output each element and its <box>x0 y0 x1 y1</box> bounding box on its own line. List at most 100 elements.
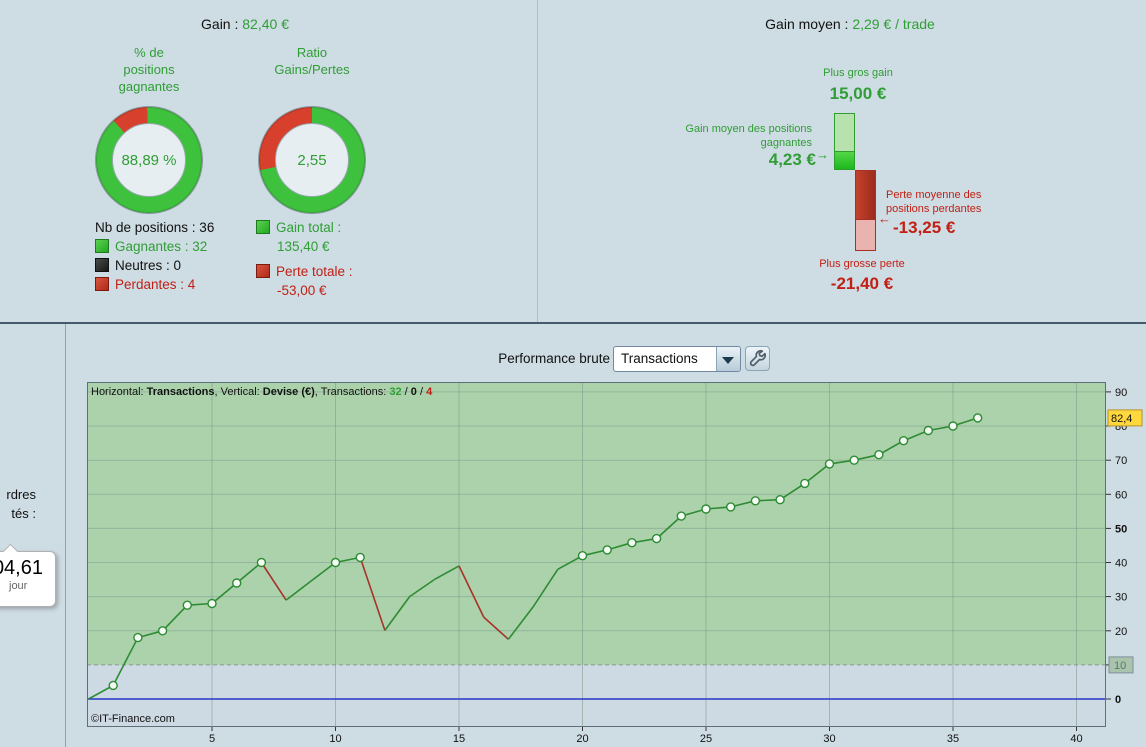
arrow-right-icon: → <box>816 147 829 162</box>
avg-gain-label: Gain moyen des positions gagnantes <box>685 123 812 149</box>
data-point <box>182 600 193 610</box>
bottom-left-divider <box>65 324 66 747</box>
data-point <box>775 494 785 505</box>
svg-text:40: 40 <box>1070 733 1082 745</box>
biggest-gain-label: Plus gros gain <box>823 67 893 79</box>
svg-text:0: 0 <box>1115 694 1121 706</box>
clipped-left-text: rdres tés : <box>6 487 36 521</box>
dark-swatch-icon <box>95 258 109 272</box>
equity-segment <box>359 557 386 631</box>
equity-segment <box>260 562 287 601</box>
data-point <box>157 626 168 636</box>
data-point <box>849 455 859 465</box>
data-point <box>898 436 909 446</box>
callout-unit: jour <box>9 580 28 592</box>
data-point <box>874 449 884 460</box>
equity-segment <box>483 616 509 640</box>
donut-win-pct: 88,89 % <box>96 107 202 213</box>
svg-text:10: 10 <box>329 733 341 745</box>
svg-text:70: 70 <box>1115 455 1127 467</box>
equity-segment <box>532 568 559 608</box>
svg-text:25: 25 <box>700 733 712 745</box>
svg-text:82,4: 82,4 <box>1111 413 1132 425</box>
biggest-gain-value: 15,00 € <box>829 84 887 103</box>
data-point <box>627 537 637 548</box>
svg-text:35: 35 <box>947 733 959 745</box>
svg-text:60: 60 <box>1115 489 1127 501</box>
equity-segment <box>656 515 682 540</box>
donut-ratio-value: 2,55 <box>275 123 349 197</box>
chart-settings-button[interactable] <box>745 346 770 371</box>
equity-segment <box>310 561 336 582</box>
data-point <box>750 496 761 506</box>
svg-text:30: 30 <box>823 733 835 745</box>
chart-info-line: Horizontal: Transactions, Vertical: Devi… <box>91 386 433 398</box>
data-point <box>207 598 217 609</box>
wrench-icon <box>749 349 767 367</box>
green-swatch-icon <box>256 220 270 234</box>
positions-legend: Nb de positions : 36 Gagnantes : 32 Neut… <box>95 218 214 294</box>
donut-ratio-title: Ratio Gains/Pertes <box>274 45 350 77</box>
equity-segment <box>162 604 188 632</box>
biggest-loss-label: Plus grosse perte <box>819 258 905 270</box>
chart-type-dropdown[interactable]: Transactions <box>613 346 741 372</box>
avg-loss-label: Perte moyenne des positions perdantes <box>886 189 982 215</box>
gain-moyen-label: Gain moyen : <box>765 16 849 32</box>
equity-segment <box>384 596 411 631</box>
current-value-label <box>1107 409 1143 427</box>
legend-item-perdantes: Perdantes : 4 <box>95 275 214 294</box>
loss-bar <box>855 170 876 251</box>
data-point <box>577 550 588 561</box>
equity-segment <box>285 580 312 601</box>
gain-header: Gain : 82,40 € <box>0 16 490 32</box>
band-edge-label <box>1108 656 1134 674</box>
green-swatch-icon <box>95 239 109 253</box>
legend-item-gagnantes: Gagnantes : 32 <box>95 237 214 256</box>
gain-moyen-value: 2,29 € / trade <box>852 16 935 32</box>
data-point <box>948 421 958 431</box>
equity-segment <box>433 565 460 581</box>
svg-text:30: 30 <box>1115 592 1127 604</box>
equity-segment <box>236 561 262 584</box>
svg-text:15: 15 <box>453 733 465 745</box>
dropdown-button[interactable] <box>716 347 740 371</box>
legend-item-neutres: Neutres : 0 <box>95 256 214 275</box>
data-point <box>602 545 612 555</box>
legend-item-gain-total: Gain total : 135,40 € <box>256 218 353 256</box>
data-point <box>973 413 983 423</box>
svg-text:90: 90 <box>1115 387 1127 399</box>
svg-text:20: 20 <box>1115 626 1127 638</box>
totals-legend: Gain total : 135,40 € Perte totale : -53… <box>256 218 353 300</box>
donut-ratio: 2,55 <box>259 107 365 213</box>
chart-copyright: ©IT-Finance.com <box>91 713 175 725</box>
performance-chart[interactable]: 5 10 15 20 25 30 35 40 Horizontal: Transactions,… <box>87 382 1146 747</box>
gain-bar <box>834 113 855 170</box>
red-swatch-icon <box>256 264 270 278</box>
svg-text:50: 50 <box>1115 523 1127 535</box>
equity-segment <box>112 637 139 686</box>
gain-header-value: 82,40 € <box>242 16 289 32</box>
avg-loss-segment <box>856 171 875 220</box>
lower-band <box>87 664 1106 727</box>
donut-win-pct-title: % de positions gagnantes <box>118 45 180 94</box>
data-point <box>133 632 143 643</box>
dropdown-selected-value: Transactions <box>621 351 698 366</box>
positions-total: Nb de positions : 36 <box>95 220 215 235</box>
value-callout: 04,61 jour <box>0 543 56 607</box>
chart-svg: 5 10 15 20 25 30 35 40 Horizontal: Transactions,… <box>87 382 1143 745</box>
chevron-down-icon <box>722 357 734 364</box>
svg-text:40: 40 <box>1115 558 1127 570</box>
avg-gain-segment <box>835 151 854 169</box>
equity-segment <box>507 606 534 640</box>
data-point <box>256 557 267 568</box>
gain-header-label: Gain : <box>201 16 239 32</box>
equity-segment <box>409 578 435 598</box>
data-point <box>108 680 118 691</box>
equity-segment <box>878 440 904 456</box>
equity-segment <box>458 565 485 618</box>
svg-text:10: 10 <box>1114 660 1126 672</box>
red-swatch-icon <box>95 277 109 291</box>
data-point <box>726 502 736 512</box>
svg-text:20: 20 <box>576 733 588 745</box>
